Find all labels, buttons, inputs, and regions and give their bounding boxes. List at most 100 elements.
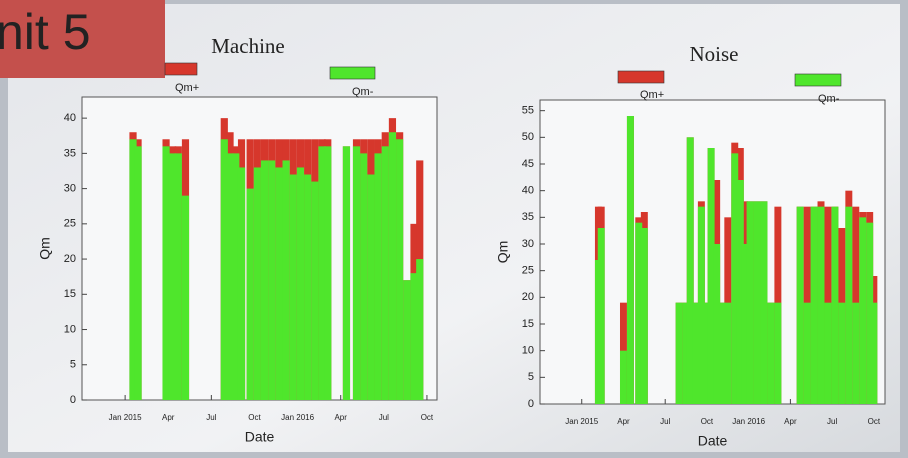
- bar: [181, 195, 190, 400]
- bar: [374, 153, 382, 400]
- y-tick-label: 40: [522, 185, 534, 197]
- y-tick-label: 30: [522, 238, 534, 250]
- x-tick-label: Oct: [701, 417, 714, 426]
- bar: [731, 153, 739, 404]
- bar: [682, 302, 690, 404]
- bar: [845, 206, 853, 404]
- y-tick-label: 5: [70, 359, 76, 371]
- bar: [403, 280, 411, 400]
- bar: [246, 188, 254, 400]
- x-tick-label: Oct: [421, 413, 434, 422]
- bar: [311, 181, 319, 400]
- y-tick-label: 55: [522, 105, 534, 117]
- bar: [129, 139, 137, 401]
- y-tick-label: 20: [64, 253, 76, 265]
- overlay-label: nit 5: [0, 4, 91, 60]
- bar: [635, 222, 643, 404]
- y-tick-label: 45: [522, 158, 534, 170]
- bar: [289, 174, 297, 400]
- bar: [396, 139, 404, 401]
- bar: [753, 201, 761, 404]
- bar: [724, 302, 732, 404]
- bar: [174, 153, 182, 400]
- legend-swatch: [329, 66, 376, 80]
- y-tick-label: 50: [522, 131, 534, 143]
- bar: [260, 160, 269, 400]
- y-tick-label: 25: [522, 265, 534, 277]
- bar: [707, 148, 715, 404]
- y-tick-label: 40: [64, 112, 76, 124]
- bar: [360, 153, 368, 400]
- x-tick-label: Jan 2016: [281, 413, 314, 422]
- bar: [703, 302, 711, 404]
- bar: [296, 167, 305, 400]
- bar: [253, 167, 261, 400]
- x-tick-label: Jan 2015: [565, 417, 598, 426]
- y-tick-label: 35: [64, 147, 76, 159]
- x-axis-label: Date: [698, 433, 728, 449]
- bar: [859, 217, 867, 404]
- bar: [810, 206, 818, 404]
- bar: [410, 273, 418, 400]
- y-tick-label: 0: [528, 398, 534, 410]
- bar: [692, 302, 700, 404]
- bar: [162, 146, 170, 400]
- bar: [367, 174, 375, 400]
- bar: [168, 153, 177, 400]
- y-axis-label: Qm: [37, 237, 53, 260]
- bar: [597, 228, 605, 404]
- bar: [226, 153, 234, 400]
- y-tick-label: 15: [522, 318, 534, 330]
- bar: [760, 201, 768, 404]
- bar: [318, 146, 326, 400]
- bar: [746, 201, 754, 404]
- x-tick-label: Jul: [827, 417, 837, 426]
- legend-swatch: [164, 62, 198, 76]
- bar: [388, 132, 397, 401]
- bar: [866, 222, 874, 404]
- x-tick-label: Jul: [206, 413, 216, 422]
- bar: [275, 167, 283, 400]
- bar: [304, 174, 312, 400]
- x-tick-label: Jan 2015: [109, 413, 142, 422]
- x-tick-label: Apr: [162, 413, 175, 422]
- bar: [416, 259, 424, 400]
- bar: [870, 302, 878, 404]
- x-axis-label: Date: [245, 429, 275, 445]
- bar: [718, 302, 726, 404]
- bar: [774, 302, 782, 404]
- y-tick-label: 35: [522, 211, 534, 223]
- y-tick-label: 15: [64, 288, 76, 300]
- bar: [324, 146, 332, 400]
- x-tick-label: Apr: [334, 413, 347, 422]
- bar: [767, 302, 775, 404]
- bar: [381, 146, 389, 400]
- bar: [268, 160, 276, 400]
- legend-label: Qm+: [175, 82, 199, 94]
- bar: [741, 244, 748, 404]
- x-tick-label: Jul: [660, 417, 670, 426]
- y-tick-label: 0: [70, 394, 76, 406]
- bar: [796, 206, 804, 404]
- bar: [824, 302, 832, 404]
- chart-title: Machine: [211, 34, 284, 58]
- y-axis-label: Qm: [495, 241, 511, 264]
- bar: [626, 116, 634, 404]
- bar: [675, 302, 683, 404]
- y-tick-label: 10: [522, 345, 534, 357]
- y-tick-label: 10: [64, 323, 76, 335]
- legend-label: Qm-: [818, 93, 840, 105]
- bar: [232, 153, 240, 400]
- bar: [619, 350, 627, 404]
- y-tick-label: 30: [64, 183, 76, 195]
- legend-swatch: [617, 70, 665, 84]
- bar: [220, 139, 228, 401]
- bar: [713, 244, 721, 404]
- bar: [817, 206, 825, 404]
- x-tick-label: Oct: [248, 413, 261, 422]
- bar: [134, 146, 142, 400]
- legend-label: Qm+: [640, 89, 664, 101]
- bar: [237, 167, 246, 400]
- chart-title: Noise: [690, 42, 739, 66]
